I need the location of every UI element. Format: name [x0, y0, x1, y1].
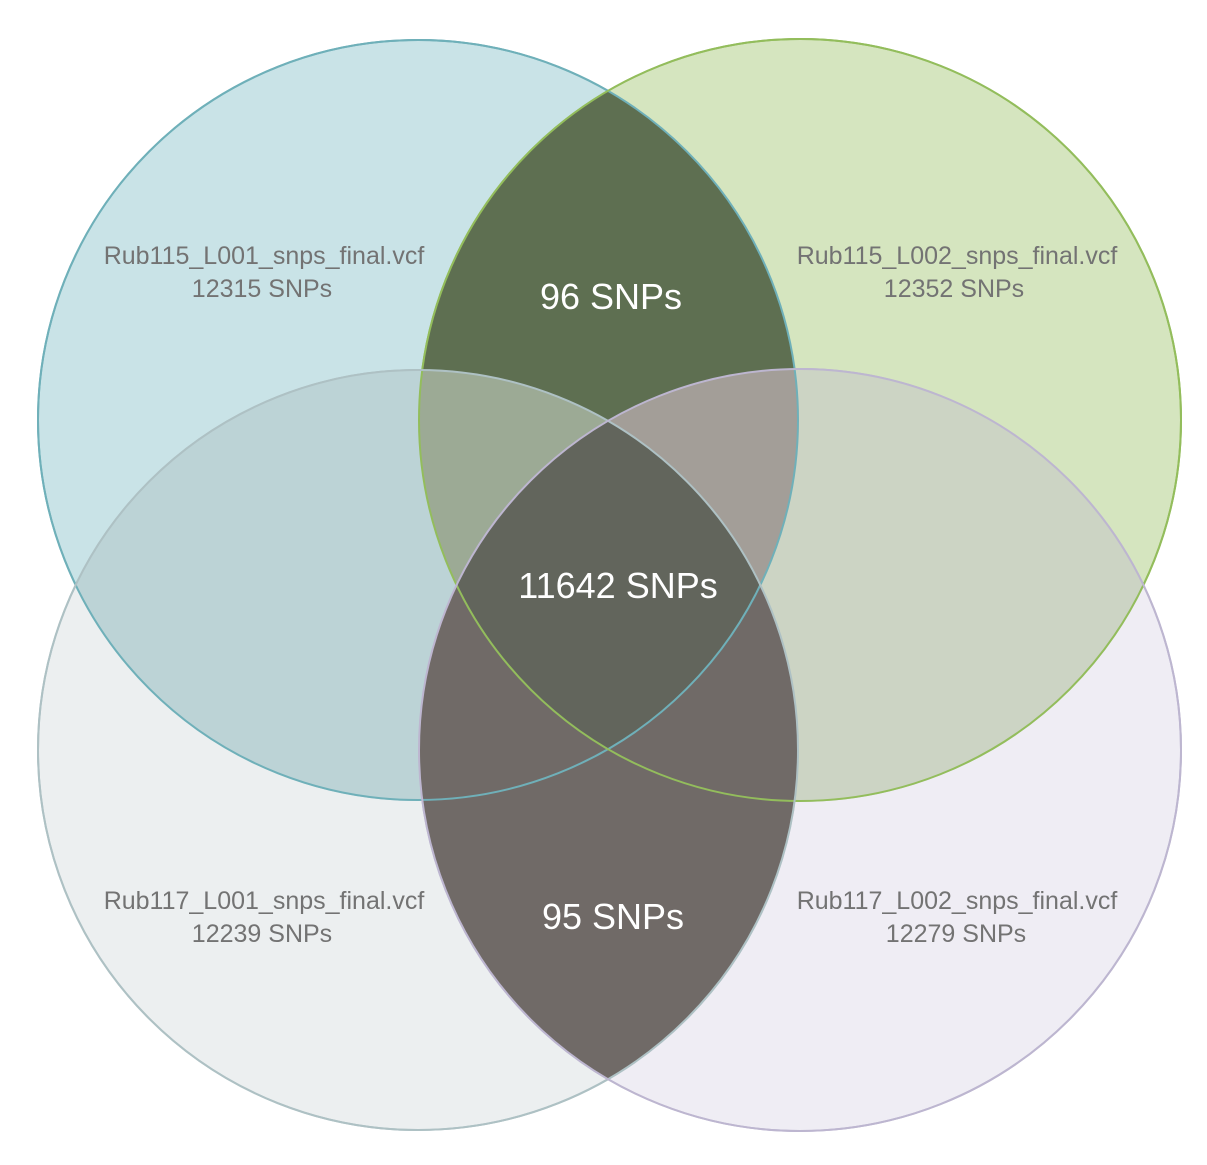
set-label-rub117-l001: Rub117_L001_snps_final.vcf — [104, 887, 425, 915]
outline-rub115-l001 — [37, 39, 799, 801]
region-label-top: 96 SNPs — [540, 276, 682, 317]
set-count-rub117-l001: 12239 SNPs — [192, 920, 332, 948]
set-count-rub117-l002: 12279 SNPs — [886, 920, 1026, 948]
set-label-rub115-l002: Rub115_L002_snps_final.vcf — [797, 242, 1118, 270]
set-count-rub115-l001: 12315 SNPs — [192, 275, 332, 303]
outline-rub117-l001 — [37, 369, 799, 1131]
set-count-rub115-l002: 12352 SNPs — [884, 275, 1024, 303]
outline-rub117-l002 — [418, 368, 1182, 1132]
outline-rub115-l002 — [418, 38, 1182, 802]
region-center-all-four — [419, 370, 798, 800]
set-label-rub117-l002: Rub117_L002_snps_final.vcf — [797, 887, 1118, 915]
region-label-bottom: 95 SNPs — [542, 896, 684, 937]
region-label-center: 11642 SNPs — [518, 565, 717, 606]
set-label-rub115-l001: Rub115_L001_snps_final.vcf — [104, 242, 425, 270]
